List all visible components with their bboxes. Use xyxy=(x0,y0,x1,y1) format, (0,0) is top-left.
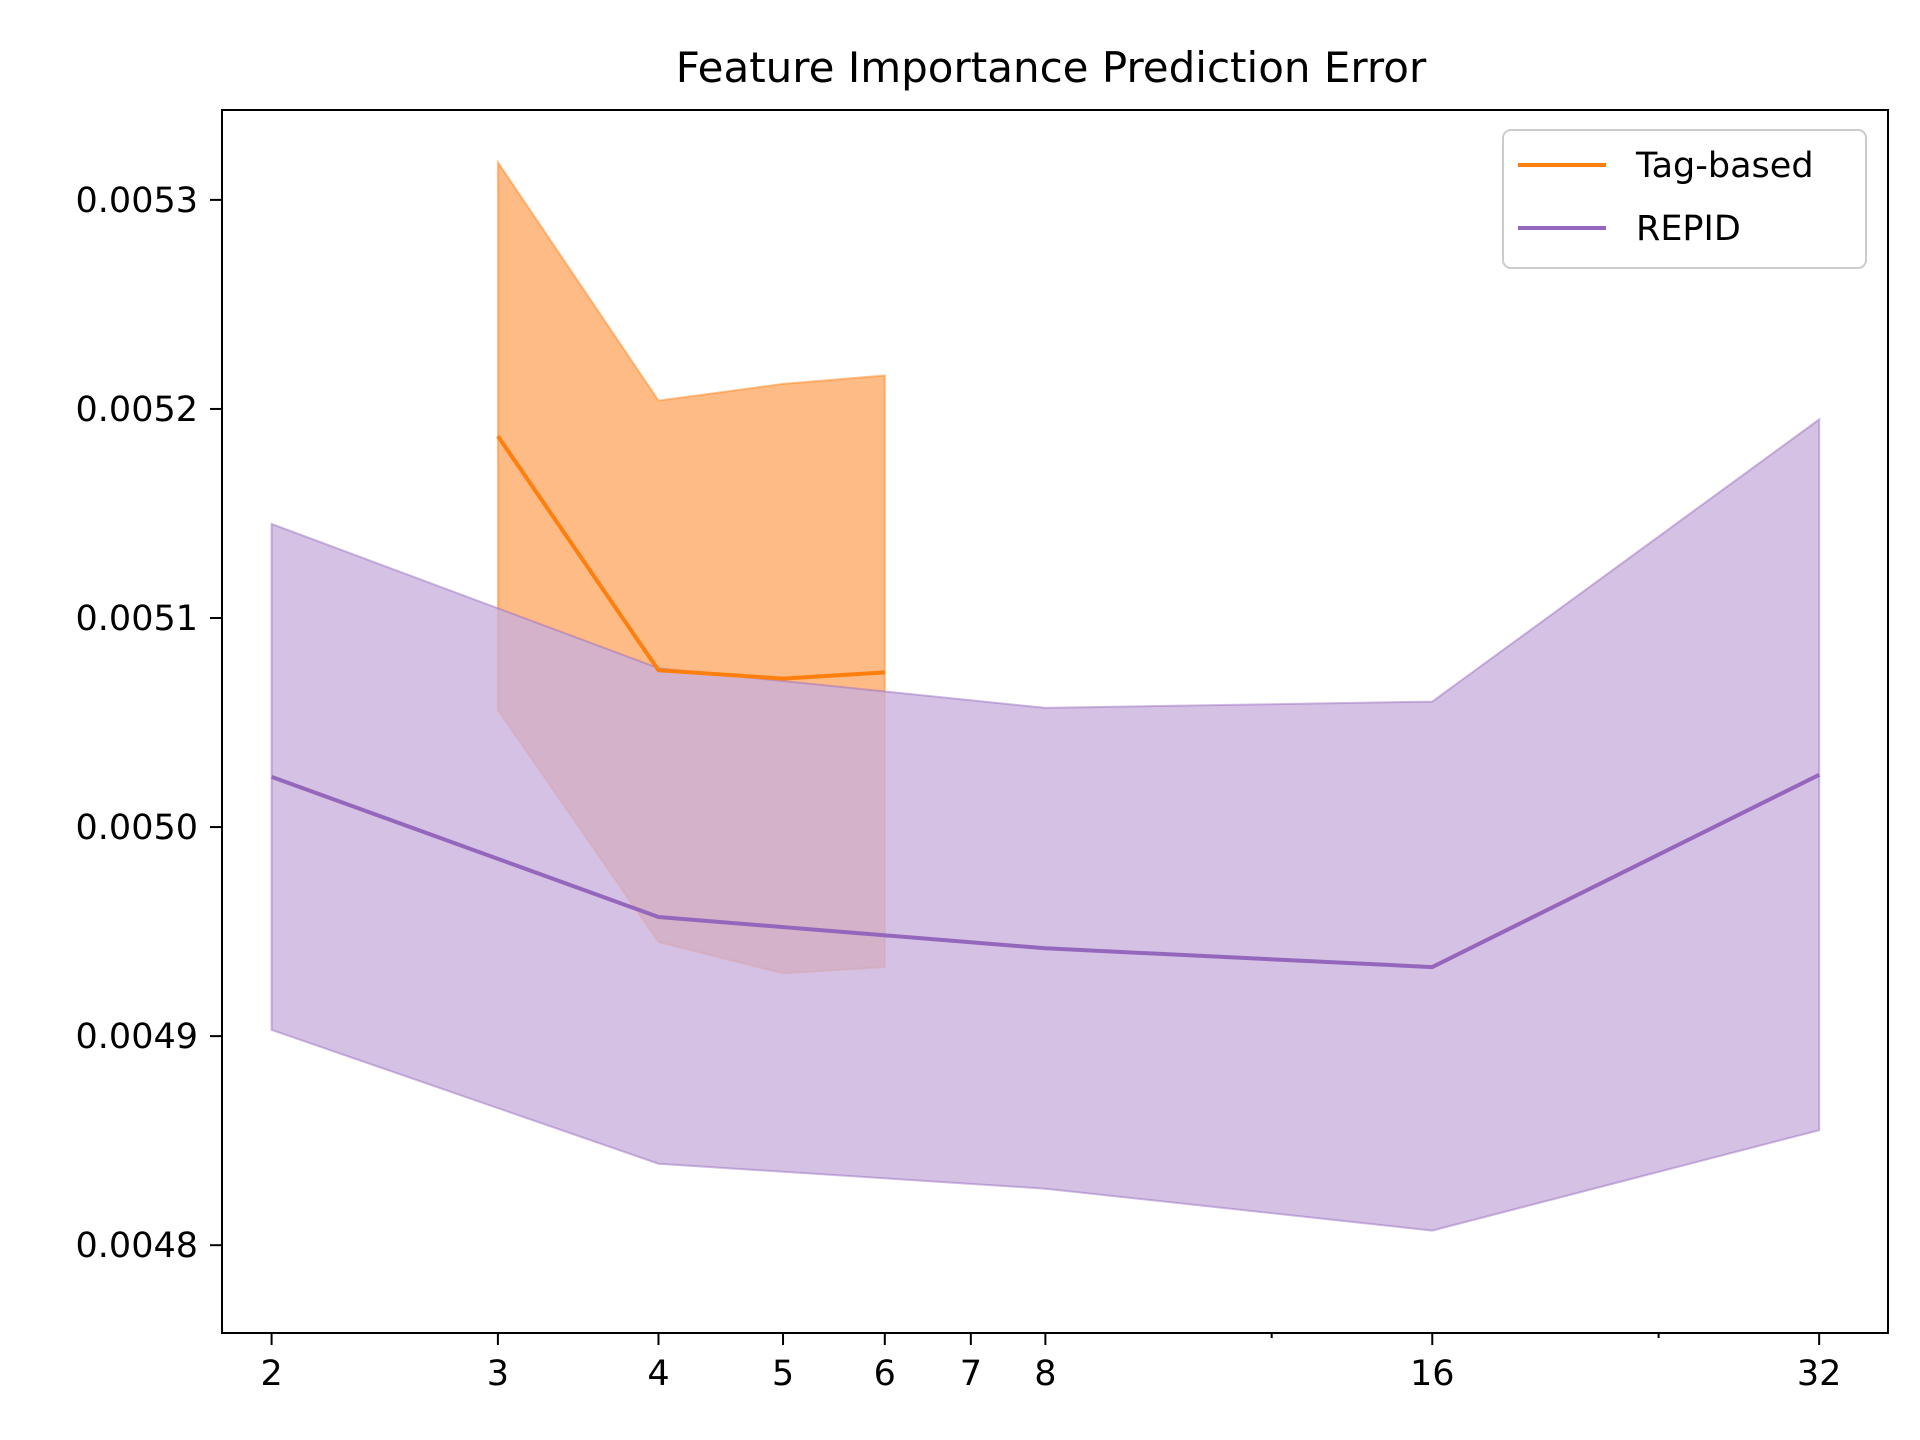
y-tick-label: 0.0048 xyxy=(76,1226,198,1266)
x-tick-label: 2 xyxy=(260,1354,282,1394)
x-tick-label: 5 xyxy=(772,1354,794,1394)
plot-frame xyxy=(221,109,1889,1334)
band-repid xyxy=(270,417,1821,1232)
x-tick-label: 6 xyxy=(874,1354,896,1394)
y-tick-label: 0.0051 xyxy=(76,599,198,639)
legend: Tag-based REPID xyxy=(1502,129,1867,269)
y-tick-label: 0.0052 xyxy=(76,390,198,430)
y-tick-label: 0.0050 xyxy=(76,808,198,848)
x-tick-label: 8 xyxy=(1034,1354,1056,1394)
line-repid xyxy=(270,773,1821,970)
chart-title: Feature Importance Prediction Error xyxy=(676,43,1427,92)
legend-label-repid: REPID xyxy=(1636,209,1741,249)
series-lines xyxy=(270,434,1821,970)
legend-label-tag-based: Tag-based xyxy=(1635,146,1814,186)
y-axis: 0.0048 0.0049 0.0050 0.0051 0.0052 0.0053 xyxy=(76,181,222,1266)
x-tick-label: 16 xyxy=(1410,1354,1455,1394)
confidence-bands xyxy=(270,159,1821,1232)
x-tick-label: 4 xyxy=(647,1354,669,1394)
y-tick-label: 0.0053 xyxy=(76,181,198,221)
x-tick-label: 3 xyxy=(487,1354,509,1394)
x-tick-label: 7 xyxy=(960,1354,982,1394)
x-axis: 2 3 4 5 6 7 8 16 32 xyxy=(260,1333,1841,1394)
line-tag-based xyxy=(496,434,885,681)
y-tick-label: 0.0049 xyxy=(76,1017,198,1057)
x-tick-label: 32 xyxy=(1797,1354,1842,1394)
